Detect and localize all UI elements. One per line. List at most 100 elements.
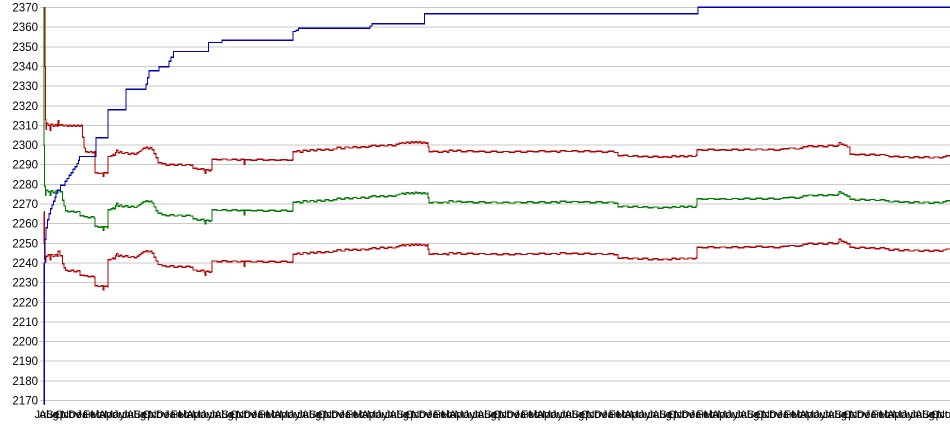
x-tick-label: Oct — [230, 409, 247, 421]
x-tick-label: Oct — [142, 409, 159, 421]
y-tick-label: 2370 — [12, 3, 38, 15]
x-tick-label: Dec — [68, 409, 88, 421]
x-tick-label: Jul — [560, 409, 574, 421]
x-tick-label: Nov — [61, 409, 81, 421]
x-tick-label: Jan — [865, 409, 883, 421]
x-tick-label: Dec — [769, 409, 789, 421]
x-tick-label: Sep — [835, 409, 855, 421]
x-tick-label: Aug — [302, 409, 322, 421]
x-tick-label: Feb — [258, 409, 277, 421]
x-tick-label: Mar — [616, 409, 635, 421]
x-tick-label: Dec — [594, 409, 614, 421]
x-tick-label: Oct — [493, 409, 510, 421]
x-tick-label: May — [279, 409, 300, 421]
x-tick-label: Sep — [484, 409, 504, 421]
x-tick-label: May — [893, 409, 914, 421]
x-tick-label: Dec — [419, 409, 439, 421]
x-tick-label: Jan — [76, 409, 94, 421]
x-tick-label: Apr — [624, 409, 641, 421]
x-tick-label: Jan — [777, 409, 795, 421]
x-tick-label: Jul — [34, 409, 48, 421]
y-tick-label: 2260 — [12, 219, 38, 231]
y-axis-labels: 2170 2180 2190 2200 2210 2220 2230 2240 2250 2260… — [12, 3, 38, 408]
x-tick-label: Dec — [681, 409, 701, 421]
x-tick-label: Jan — [252, 409, 270, 421]
x-tick-label: Aug — [389, 409, 409, 421]
x-tick-label: Aug — [39, 409, 59, 421]
gridlines — [40, 7, 950, 401]
x-tick-label: Jul — [122, 409, 136, 421]
x-tick-label: Mar — [90, 409, 109, 421]
x-tick-label: Apr — [186, 409, 203, 421]
y-tick-label: 2180 — [12, 376, 38, 388]
x-tick-label: Jun — [901, 409, 919, 421]
x-tick-label: Apr — [537, 409, 554, 421]
x-tick-label: Aug — [477, 409, 497, 421]
x-tick-label: Dec — [506, 409, 526, 421]
series-lines — [43, 6, 950, 406]
x-tick-label: Aug — [915, 409, 935, 421]
x-tick-label: Feb — [346, 409, 365, 421]
x-tick-label: Jan — [690, 409, 708, 421]
x-tick-label: Nov — [324, 409, 344, 421]
y-tick-label: 2240 — [12, 258, 38, 270]
x-tick-label: Feb — [521, 409, 540, 421]
x-tick-label: Jul — [472, 409, 486, 421]
x-tick-label: Nov — [149, 409, 169, 421]
x-tick-label: Jun — [113, 409, 131, 421]
x-tick-label: Nov — [499, 409, 519, 421]
y-tick-label: 2280 — [12, 179, 38, 191]
x-tick-label: Jul — [385, 409, 399, 421]
y-tick-label: 2170 — [12, 396, 38, 408]
x-tick-label: Feb — [171, 409, 190, 421]
x-tick-label: Jun — [639, 409, 657, 421]
x-tick-label: Oct — [55, 409, 72, 421]
x-tick-label: May — [192, 409, 213, 421]
series-blue-rising — [43, 6, 950, 406]
y-tick-label: 2210 — [12, 317, 38, 329]
x-tick-label: Mar — [353, 409, 372, 421]
series-red-upper-band — [44, 6, 950, 177]
x-tick-label: Sep — [46, 409, 66, 421]
x-tick-label: Jun — [201, 409, 219, 421]
y-tick-label: 2320 — [12, 101, 38, 113]
x-tick-label: Apr — [274, 409, 291, 421]
x-tick-label: Mar — [441, 409, 460, 421]
x-tick-label: Feb — [696, 409, 715, 421]
x-tick-label: Aug — [827, 409, 847, 421]
y-tick-label: 2200 — [12, 337, 38, 349]
x-tick-label: Jun — [463, 409, 481, 421]
x-tick-label: Aug — [740, 409, 760, 421]
x-tick-label: Jan — [514, 409, 532, 421]
x-tick-label: Jan — [427, 409, 445, 421]
x-tick-label: Sep — [134, 409, 154, 421]
y-tick-label: 2290 — [12, 160, 38, 172]
x-tick-label: Jul — [910, 409, 924, 421]
y-tick-label: 2230 — [12, 278, 38, 290]
x-tick-label: Jun — [814, 409, 832, 421]
x-tick-label: Feb — [872, 409, 891, 421]
y-tick-label: 2330 — [12, 81, 38, 93]
x-tick-label: Feb — [609, 409, 628, 421]
x-tick-label: Jul — [210, 409, 224, 421]
series-green-mid — [43, 6, 950, 232]
x-tick-label: Oct — [405, 409, 422, 421]
x-tick-label: Nov — [849, 409, 869, 421]
y-tick-label: 2190 — [12, 356, 38, 368]
x-tick-label: May — [630, 409, 651, 421]
x-tick-label: Apr — [361, 409, 378, 421]
x-tick-label: Jun — [288, 409, 306, 421]
x-tick-label: Dec — [156, 409, 176, 421]
y-tick-label: 2310 — [12, 120, 38, 132]
x-tick-label: Feb — [784, 409, 803, 421]
x-tick-label: Oct — [931, 409, 948, 421]
x-tick-label: Apr — [449, 409, 466, 421]
x-tick-label: Oct — [668, 409, 685, 421]
y-tick-label: 2350 — [12, 42, 38, 54]
x-tick-label: Nov — [762, 409, 782, 421]
x-tick-label: Mar — [791, 409, 810, 421]
x-tick-label: Feb — [83, 409, 102, 421]
x-tick-label: Jun — [551, 409, 569, 421]
